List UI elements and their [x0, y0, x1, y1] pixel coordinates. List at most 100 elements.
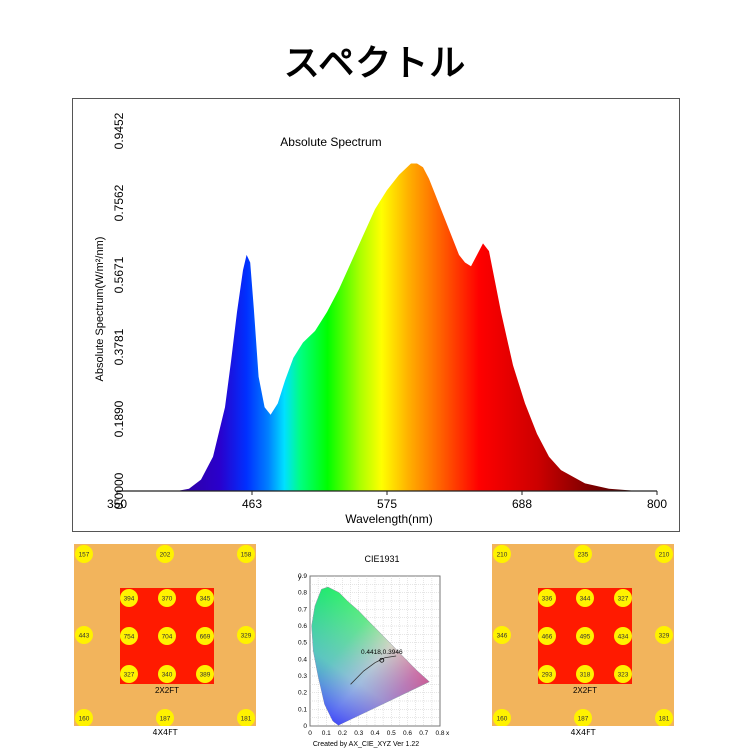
- cie-x-tick-label: 0.7: [419, 730, 428, 737]
- ppfd-value: 329: [659, 633, 670, 640]
- ppfd-dot: [493, 626, 511, 644]
- ppfd-dot: [538, 589, 556, 607]
- ppfd-value: 443: [79, 633, 90, 640]
- ppfd-inner-label: 2X2FT: [573, 686, 597, 695]
- cie-point-label: 0.4418,0.3946: [361, 649, 403, 656]
- ppfd-dot: [493, 709, 511, 726]
- ppfd-value: 340: [162, 672, 173, 679]
- ppfd-value: 394: [124, 596, 135, 603]
- ppfd-value: 157: [79, 552, 90, 559]
- spectrum-area: [117, 163, 657, 491]
- ppfd-grid: 157 202 158 443 329 160 187 181 394 370 345 754 704 6…: [74, 544, 256, 726]
- y-tick-label: 0.1890: [112, 400, 126, 437]
- ppfd-dot: [196, 627, 214, 645]
- ppfd-dot: [75, 626, 93, 644]
- cie-x-axis-label: x: [446, 730, 450, 737]
- ppfd-dot: [196, 589, 214, 607]
- x-tick-label: 350: [107, 497, 127, 511]
- ppfd-value: 158: [241, 552, 252, 559]
- ppfd-value: 160: [79, 716, 90, 723]
- ppfd-dot: [156, 545, 174, 563]
- ppfd-value: 495: [580, 634, 591, 641]
- cie1931-chart: CIE1931 0.4418,0.3946 0 0.1 0.2 0.3 0.4 0.5 0.6…: [290, 554, 460, 750]
- ppfd-value: 370: [162, 596, 173, 603]
- cie-y-axis-label: y: [298, 574, 302, 581]
- page-title: スペクトル: [283, 43, 467, 84]
- ppfd-dot: [576, 665, 594, 683]
- ppfd-dot: [237, 709, 255, 726]
- x-tick-label: 800: [647, 497, 667, 511]
- ppfd-dot: [75, 709, 93, 726]
- ppfd-value: 187: [160, 716, 171, 723]
- ppfd-value: 434: [618, 634, 629, 641]
- cie-x-tick-label: 0.1: [322, 730, 331, 737]
- ppfd-value: 336: [542, 596, 553, 603]
- ppfd-outer-label: 4X4FT: [570, 728, 596, 737]
- cie-footer: Created by AX_CIE_XYZ Ver 1.22: [313, 741, 419, 748]
- ppfd-dot: [574, 709, 592, 726]
- cie-x-tick-label: 0.4: [370, 730, 379, 737]
- ppfd-value: 466: [542, 634, 553, 641]
- y-tick-label: 0.3781: [112, 328, 126, 365]
- ppfd-dot: [158, 627, 176, 645]
- ppfd-dot: [120, 665, 138, 683]
- ppfd-outer-label: 4X4FT: [152, 728, 178, 737]
- y-tick-label: 0.5671: [112, 256, 126, 293]
- ppfd-value: 327: [124, 672, 135, 679]
- ppfd-dot: [158, 589, 176, 607]
- cie-y-tick-label: 0.6: [298, 623, 307, 630]
- cie-y-tick-label: 0.2: [298, 690, 307, 697]
- y-tick-label: 0.7562: [112, 184, 126, 221]
- cie-title: CIE1931: [364, 554, 399, 564]
- ppfd-value: 235: [578, 552, 589, 559]
- ppfd-dot: [614, 589, 632, 607]
- x-tick-label: 575: [377, 497, 397, 511]
- cie-point: [379, 657, 385, 663]
- ppfd-value: 345: [200, 596, 211, 603]
- ppfd-value: 160: [497, 716, 508, 723]
- ppfd-dot: [156, 709, 174, 726]
- ppfd-value: 181: [659, 716, 670, 723]
- ppfd-value: 210: [659, 552, 670, 559]
- cie-x-tick-label: 0.5: [387, 730, 396, 737]
- cie-y-tick-label: 0: [303, 723, 307, 730]
- spectrum-title: Absolute Spectrum: [280, 135, 381, 149]
- ppfd-value: 318: [580, 672, 591, 679]
- cie-x-tick-label: 0.2: [338, 730, 347, 737]
- cie-gamut-blue: [311, 587, 430, 726]
- planckian-locus: [350, 655, 397, 685]
- ppfd-value: 669: [200, 634, 211, 641]
- x-axis-label: Wavelength(nm): [345, 512, 433, 526]
- cie-y-tick-label: 0.9: [298, 573, 307, 580]
- ppfd-dot: [120, 627, 138, 645]
- ppfd-dot: [237, 626, 255, 644]
- ppfd-inner-label: 2X2FT: [155, 686, 179, 695]
- y-axis-label: Absolute Spectrum(W/m²/nm): [94, 237, 106, 382]
- cie-y-tick-label: 0.3: [298, 673, 307, 680]
- ppfd-map-left: 157 202 158 443 329 160 187 181 394 370 345 754 704 6…: [74, 544, 256, 726]
- ppfd-dot: [538, 665, 556, 683]
- y-tick-label: 0.9452: [112, 112, 126, 149]
- ppfd-value: 210: [497, 552, 508, 559]
- ppfd-dot: [614, 665, 632, 683]
- ppfd-dot: [574, 545, 592, 563]
- ppfd-dot: [655, 626, 673, 644]
- cie-y-tick-label: 0.8: [298, 590, 307, 597]
- ppfd-value: 187: [578, 716, 589, 723]
- ppfd-dot: [158, 665, 176, 683]
- cie-plot: CIE1931 0.4418,0.3946 0 0.1 0.2 0.3 0.4 0.5 0.6…: [298, 554, 450, 748]
- ppfd-grid: 210 235 210 346 329 160 187 181 336 344 327 466 495 4…: [492, 544, 674, 726]
- cie-y-tick-label: 0.5: [298, 640, 307, 647]
- ppfd-value: 327: [618, 596, 629, 603]
- ppfd-value: 293: [542, 672, 553, 679]
- ppfd-map-right: 210 235 210 346 329 160 187 181 336 344 327 466 495 4…: [492, 544, 674, 726]
- ppfd-dot: [120, 589, 138, 607]
- ppfd-dot: [493, 545, 511, 563]
- ppfd-value: 181: [241, 716, 252, 723]
- ppfd-dot: [576, 589, 594, 607]
- x-tick-label: 463: [242, 497, 262, 511]
- cie-x-tick-label: 0.8: [435, 730, 444, 737]
- cie-y-tick-label: 0.4: [298, 656, 307, 663]
- ppfd-value: 202: [160, 552, 171, 559]
- absolute-spectrum-chart: Absolute Spectrum 350 463 575 688 800 0.0000 0…: [72, 98, 680, 532]
